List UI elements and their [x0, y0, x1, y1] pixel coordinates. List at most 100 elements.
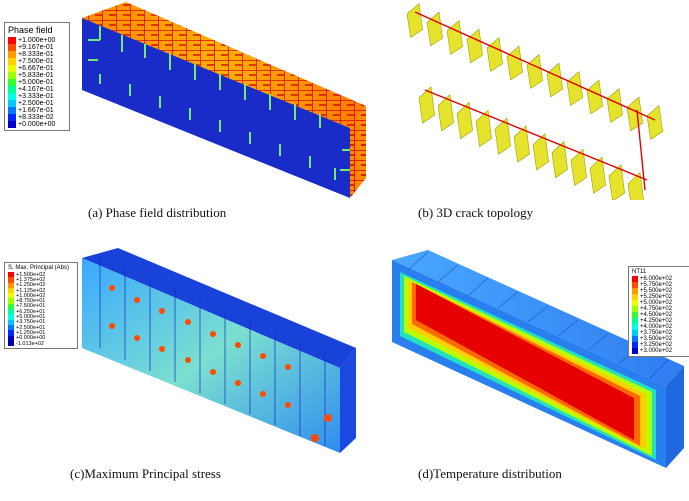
legend-swatch	[8, 93, 16, 100]
crack-fin	[506, 45, 523, 81]
legend-swatch	[8, 100, 16, 107]
legend-swatch	[8, 272, 14, 278]
legend-entry: +1.250e+01	[8, 329, 74, 336]
legend-swatch	[8, 293, 14, 299]
legend-swatch	[8, 44, 16, 51]
legend-label: +1.250e+01	[16, 329, 46, 336]
legend-entry: +4.750e+02	[632, 306, 688, 312]
legend-entry: +4.500e+02	[632, 312, 688, 318]
legend-swatch	[632, 324, 638, 330]
legend-entry: +6.250e+01	[8, 309, 74, 315]
legend-swatch	[8, 86, 16, 93]
legend-swatch	[632, 348, 638, 354]
legend-label: +5.000e-01	[18, 79, 54, 86]
legend-entry: +1.667e-01	[8, 107, 66, 114]
legend-swatch	[8, 287, 14, 294]
crack-fin	[627, 171, 644, 200]
legend-label: +5.000e+01	[16, 314, 46, 321]
legend-label: +2.500e-01	[18, 100, 54, 107]
legend-swatch	[8, 72, 16, 79]
legend-entry: +5.750e+02	[632, 282, 688, 288]
phase-field-legend: Phase field +1.000e+00 +9.167e-01 +8.333e-…	[4, 22, 70, 131]
legend-label: +5.750e+02	[640, 282, 673, 288]
legend-entry: +3.500e+02	[632, 336, 688, 342]
legend-label: +1.250e+02	[16, 282, 46, 289]
legend-swatch	[8, 51, 16, 58]
legend-label: +6.667e-01	[18, 65, 54, 72]
legend-entry: +3.750e+02	[632, 330, 688, 336]
legend-rows: +6.000e+02 +5.750e+02 +5.500e+02 +5.250e+02…	[632, 276, 688, 354]
legend-label: +7.500e+01	[16, 303, 46, 310]
legend-entry: +1.250e+02	[8, 282, 74, 289]
legend-swatch	[8, 330, 14, 336]
legend-entry: +1.000e+00	[8, 37, 66, 44]
crack-fin	[606, 88, 623, 123]
legend-swatch	[8, 37, 16, 44]
legend-label: +1.667e-01	[18, 107, 54, 114]
legend-label: +0.000e+00	[18, 121, 56, 128]
legend-entry: +2.500e-01	[8, 100, 66, 107]
legend-swatch	[632, 288, 638, 294]
crack-fin	[546, 62, 563, 98]
legend-label: +5.833e-01	[18, 72, 54, 79]
legend-title: NT11	[632, 269, 647, 275]
legend-entry: +2.500e+01	[8, 325, 74, 331]
legend-swatch	[8, 58, 16, 65]
legend-label: +5.500e+02	[640, 288, 673, 294]
legend-entry: -1.013e+02	[8, 341, 74, 347]
legend-swatch	[632, 318, 638, 324]
stress-legend: S, Max. Principal (Abs) +1.500e+02 +1.375…	[4, 262, 78, 350]
legend-entry: +0.000e+00	[8, 335, 74, 341]
legend-entry: +4.167e-01	[8, 86, 66, 93]
legend-swatch	[8, 309, 14, 315]
legend-entry: +7.500e-01	[8, 58, 66, 65]
legend-swatch	[8, 79, 16, 86]
legend-entry: +6.000e+02	[632, 276, 688, 282]
legend-swatch	[632, 300, 638, 306]
legend-label: +3.333e-01	[18, 93, 54, 100]
legend-label: +5.000e+02	[640, 300, 673, 306]
legend-swatch	[8, 121, 16, 128]
legend-swatch	[8, 114, 16, 121]
phase-field-block	[82, 2, 366, 198]
legend-swatch	[8, 319, 14, 325]
legend-entry: +1.500e+02	[8, 271, 74, 278]
caption-c: (c)Maximum Principal stress	[70, 466, 221, 481]
legend-entry: +9.167e-01	[8, 44, 66, 51]
temperature-legend: NT11 +6.000e+02 +5.750e+02 +5.500e+02 +5.25…	[628, 266, 689, 357]
legend-entry: +8.333e-01	[8, 51, 66, 58]
legend-label: +1.000e+00	[18, 37, 56, 44]
temperature-block	[392, 250, 684, 468]
legend-label: +4.000e+02	[640, 324, 673, 330]
legend-label: +4.500e+02	[640, 312, 673, 318]
legend-entry: +4.250e+02	[632, 318, 688, 324]
legend-entry: +5.000e-01	[8, 79, 66, 86]
legend-swatch	[8, 65, 16, 72]
crack-fin	[466, 28, 483, 64]
crack-fin	[526, 54, 543, 89]
legend-swatch	[632, 330, 638, 336]
stress-block	[82, 248, 356, 453]
legend-entry: +5.500e+02	[632, 288, 688, 294]
legend-label: +8.333e-01	[18, 51, 54, 58]
crack-fin	[406, 3, 423, 38]
legend-swatch	[8, 303, 14, 310]
legend-entry: +3.750e+01	[8, 319, 74, 325]
legend-swatch	[632, 342, 638, 348]
legend-entry: +3.250e+02	[632, 342, 688, 348]
legend-label: +4.750e+02	[640, 306, 673, 312]
legend-entry: +5.250e+02	[632, 294, 688, 300]
crack-fin	[446, 20, 463, 55]
legend-entry: +5.000e+01	[8, 314, 74, 321]
legend-title: Phase field	[8, 25, 53, 35]
legend-entry: +3.333e-01	[8, 93, 66, 100]
legend-entry: +8.333e-02	[8, 114, 66, 121]
legend-label: +3.500e+02	[640, 336, 673, 342]
legend-entry: +4.000e+02	[632, 324, 688, 330]
legend-swatch	[8, 335, 14, 341]
legend-entry: +5.833e-01	[8, 72, 66, 79]
legend-swatch	[632, 276, 638, 282]
legend-label: +1.500e+02	[16, 271, 46, 278]
crack-fin	[566, 71, 583, 106]
legend-swatch	[632, 336, 638, 342]
